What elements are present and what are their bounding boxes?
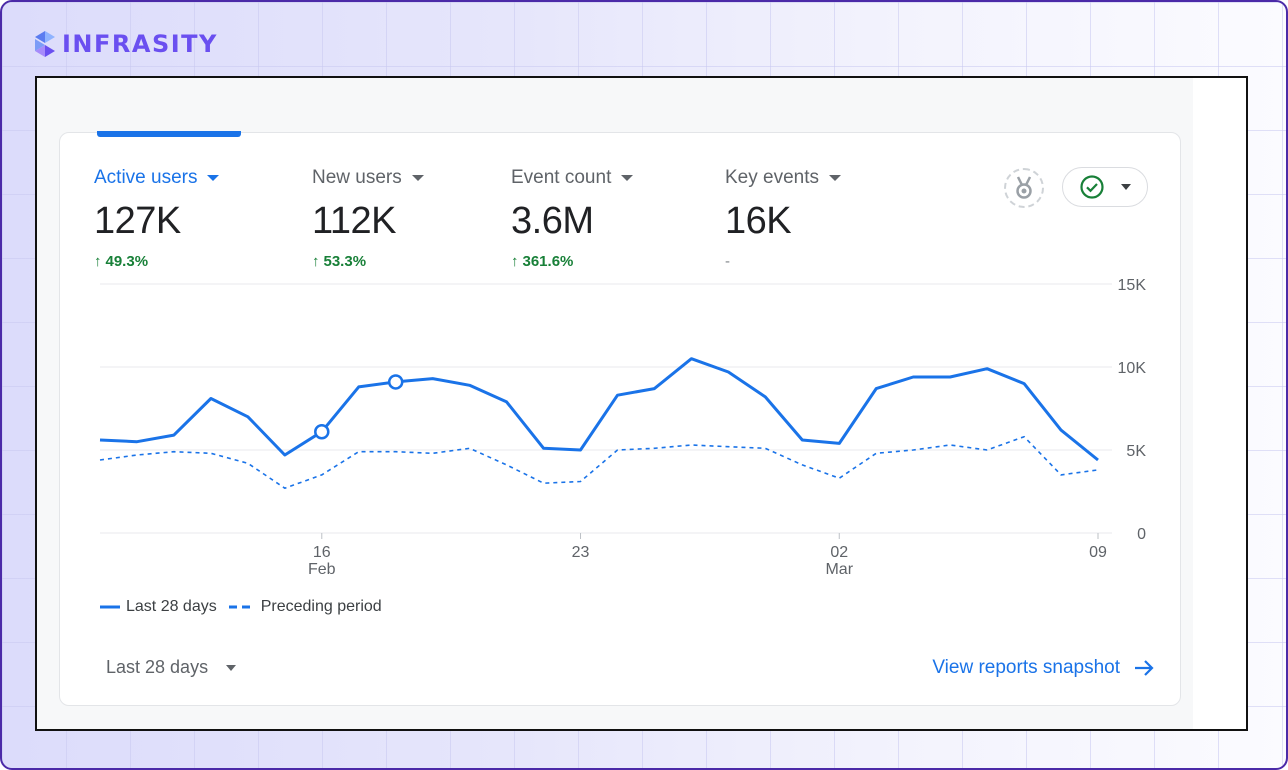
metric-label: New users <box>312 167 402 188</box>
data-point-marker <box>387 374 404 390</box>
brand-logo-icon <box>35 31 55 57</box>
chart-legend: Last 28 days Preceding period <box>100 598 382 616</box>
metric-change: ↑ 361.6% <box>511 253 633 270</box>
metric-change: ↑ 49.3% <box>94 253 219 270</box>
metric-value: 16K <box>725 200 792 242</box>
data-point-marker <box>314 423 330 440</box>
metric-name[interactable]: New users <box>312 167 424 189</box>
date-range-label: Last 28 days <box>106 657 209 677</box>
caret-down-icon <box>621 175 634 181</box>
series-line-preceding-period <box>99 435 1099 490</box>
data-status-dropdown[interactable] <box>1062 167 1148 207</box>
legend-label: Last 28 days <box>126 598 217 615</box>
arrow-up-icon: ↑ <box>511 253 519 270</box>
x-tick-label: 16 <box>313 544 331 561</box>
analytics-panel: Active users 127K ↑ 49.3% New users 112K <box>37 78 1193 729</box>
metric-value: 3.6M <box>511 200 594 242</box>
metric-label: Event count <box>511 167 612 188</box>
view-reports-snapshot-link[interactable]: View reports snapshot <box>932 657 1154 679</box>
metric-change-value: 361.6% <box>522 253 574 270</box>
y-axis-labels: 15K 10K 5K 0 <box>1118 277 1147 543</box>
x-tick-month: Mar <box>825 561 853 578</box>
active-tab-indicator <box>97 131 241 137</box>
chart-series <box>99 357 1099 490</box>
y-tick-label: 0 <box>1137 526 1146 543</box>
series-line-last-28-days <box>99 357 1099 462</box>
solid-line-swatch <box>100 605 120 609</box>
medal-icon <box>1016 176 1032 199</box>
metric-label: Active users <box>94 167 198 188</box>
arrow-right-icon <box>1135 660 1154 676</box>
check-circle-icon <box>1080 175 1104 199</box>
y-tick-label: 10K <box>1118 360 1147 377</box>
arrow-up-icon: ↑ <box>94 253 102 270</box>
metric-key-events[interactable]: Key events 16K - <box>725 167 841 270</box>
overview-card: Active users 127K ↑ 49.3% New users 112K <box>59 131 1181 706</box>
x-tick-label: 23 <box>572 544 590 561</box>
metric-event-count[interactable]: Event count 3.6M ↑ 361.6% <box>511 167 634 270</box>
metric-value: 112K <box>312 200 396 242</box>
metric-value: 127K <box>94 200 181 242</box>
x-tick-label: 02 <box>830 544 848 561</box>
x-tick-label: 09 <box>1089 544 1107 561</box>
legend-label: Preceding period <box>260 598 382 615</box>
screenshot-container: Active users 127K ↑ 49.3% New users 112K <box>35 76 1248 731</box>
legend-item-current: Last 28 days <box>100 598 217 616</box>
caret-down-icon <box>226 664 237 671</box>
metric-name[interactable]: Key events <box>725 167 841 189</box>
brand-name: INFRASITY <box>62 30 218 58</box>
arrow-up-icon: ↑ <box>312 253 320 270</box>
metric-name[interactable]: Active users <box>94 167 220 189</box>
metric-change-value: - <box>725 253 730 270</box>
metric-active-users[interactable]: Active users 127K ↑ 49.3% <box>94 167 220 270</box>
metric-change-value: 49.3% <box>105 253 149 270</box>
dashed-line-swatch <box>228 605 255 609</box>
metric-label: Key events <box>725 167 819 188</box>
brand: INFRASITY <box>34 30 218 58</box>
caret-down-icon <box>411 175 424 181</box>
y-tick-label: 15K <box>1118 277 1147 294</box>
date-range-dropdown[interactable]: Last 28 days <box>106 657 237 678</box>
metric-change: - <box>725 253 841 270</box>
chart-grid <box>100 283 1112 534</box>
caret-down-icon <box>829 175 841 181</box>
y-tick-label: 5K <box>1126 443 1146 460</box>
link-label: View reports snapshot <box>932 657 1120 678</box>
metric-change-value: 53.3% <box>323 253 367 270</box>
metric-change: ↑ 53.3% <box>312 253 424 270</box>
x-tick-month: Feb <box>308 561 336 578</box>
caret-down-icon <box>207 175 220 181</box>
metric-new-users[interactable]: New users 112K ↑ 53.3% <box>312 167 424 270</box>
legend-item-previous: Preceding period <box>228 598 382 616</box>
insights-button[interactable] <box>1004 168 1044 208</box>
metric-name[interactable]: Event count <box>511 167 634 189</box>
caret-down-icon <box>1121 184 1131 190</box>
